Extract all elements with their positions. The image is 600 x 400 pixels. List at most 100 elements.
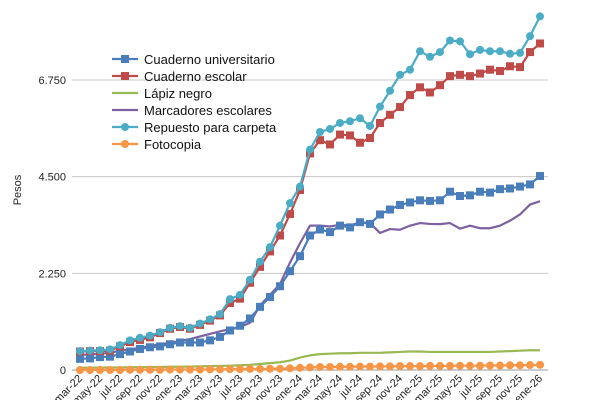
data-point — [186, 323, 194, 332]
data-point — [236, 321, 244, 330]
data-point — [326, 140, 334, 149]
data-point — [226, 365, 234, 374]
data-point — [466, 72, 474, 81]
data-point — [496, 185, 504, 194]
data-point — [416, 196, 424, 205]
y-tick-label: 2.250 — [38, 268, 66, 280]
data-point — [316, 225, 324, 234]
legend-label: Repuesto para carpeta — [144, 120, 277, 135]
data-point — [516, 361, 524, 370]
data-point — [436, 361, 444, 370]
data-point — [526, 48, 534, 57]
data-point — [156, 328, 164, 337]
data-point — [506, 184, 514, 193]
data-point — [206, 336, 214, 345]
data-point — [96, 353, 104, 362]
data-point — [286, 267, 294, 276]
data-point — [316, 127, 324, 136]
series-line — [79, 175, 541, 360]
series-repuesto-para-carpeta — [76, 12, 544, 356]
data-point — [476, 361, 484, 370]
data-point — [116, 350, 124, 359]
data-point — [166, 365, 174, 374]
data-point — [106, 345, 114, 354]
data-point — [246, 314, 254, 323]
data-point — [146, 365, 154, 374]
data-point — [386, 362, 394, 371]
data-point — [386, 205, 394, 214]
data-point — [486, 361, 494, 370]
data-point — [266, 292, 274, 301]
data-point — [486, 47, 494, 56]
data-point — [276, 282, 284, 291]
data-point — [366, 134, 374, 142]
data-point — [486, 65, 494, 74]
data-point — [406, 65, 414, 74]
data-point — [496, 47, 504, 56]
data-point — [316, 136, 324, 145]
data-point — [376, 102, 384, 111]
data-point — [466, 50, 474, 59]
data-point — [366, 219, 374, 228]
data-point — [176, 338, 184, 347]
data-point — [186, 338, 194, 347]
data-point — [386, 86, 394, 95]
legend-label: Cuaderno universitario — [144, 52, 275, 67]
data-point — [416, 362, 424, 371]
data-point — [446, 72, 454, 81]
data-point — [426, 196, 434, 205]
data-point — [276, 231, 284, 240]
data-point — [176, 365, 184, 374]
data-point — [426, 361, 434, 370]
data-point — [166, 323, 174, 332]
data-point — [206, 365, 214, 374]
data-point — [106, 352, 114, 361]
y-tick-label: 4.500 — [38, 172, 66, 184]
data-point — [266, 364, 274, 373]
data-point — [126, 365, 134, 374]
data-point — [426, 52, 434, 61]
data-point — [536, 39, 544, 48]
data-point — [356, 138, 364, 147]
data-point — [76, 347, 84, 356]
data-point — [396, 201, 404, 210]
data-point — [206, 315, 214, 324]
y-tick-label: 6.750 — [38, 75, 66, 87]
data-point — [246, 275, 254, 284]
data-point — [136, 365, 144, 374]
data-point — [226, 295, 234, 304]
data-point — [136, 344, 144, 353]
data-point — [376, 118, 384, 127]
data-point — [276, 364, 284, 373]
data-point — [406, 91, 414, 100]
data-point — [186, 365, 194, 374]
data-point — [196, 338, 204, 347]
data-point — [466, 191, 474, 200]
data-point — [336, 118, 344, 127]
data-point — [116, 341, 124, 350]
data-point — [536, 172, 544, 181]
legend-marker — [121, 55, 129, 63]
data-point — [286, 199, 294, 208]
series-fotocopia — [76, 360, 544, 374]
data-point — [456, 192, 464, 200]
data-point — [336, 221, 344, 230]
data-point — [196, 319, 204, 328]
data-point — [526, 180, 534, 189]
data-point — [286, 364, 294, 373]
data-point — [266, 243, 274, 252]
data-point — [396, 362, 404, 371]
data-point — [456, 70, 464, 79]
y-tick-label: 0 — [60, 365, 66, 377]
data-point — [306, 145, 314, 154]
data-point — [486, 188, 494, 197]
data-point — [506, 49, 514, 58]
data-point — [496, 66, 504, 75]
data-point — [86, 354, 94, 363]
data-point — [296, 252, 304, 261]
data-point — [126, 336, 134, 345]
data-point — [76, 366, 84, 374]
data-point — [256, 302, 264, 311]
data-point — [296, 363, 304, 372]
